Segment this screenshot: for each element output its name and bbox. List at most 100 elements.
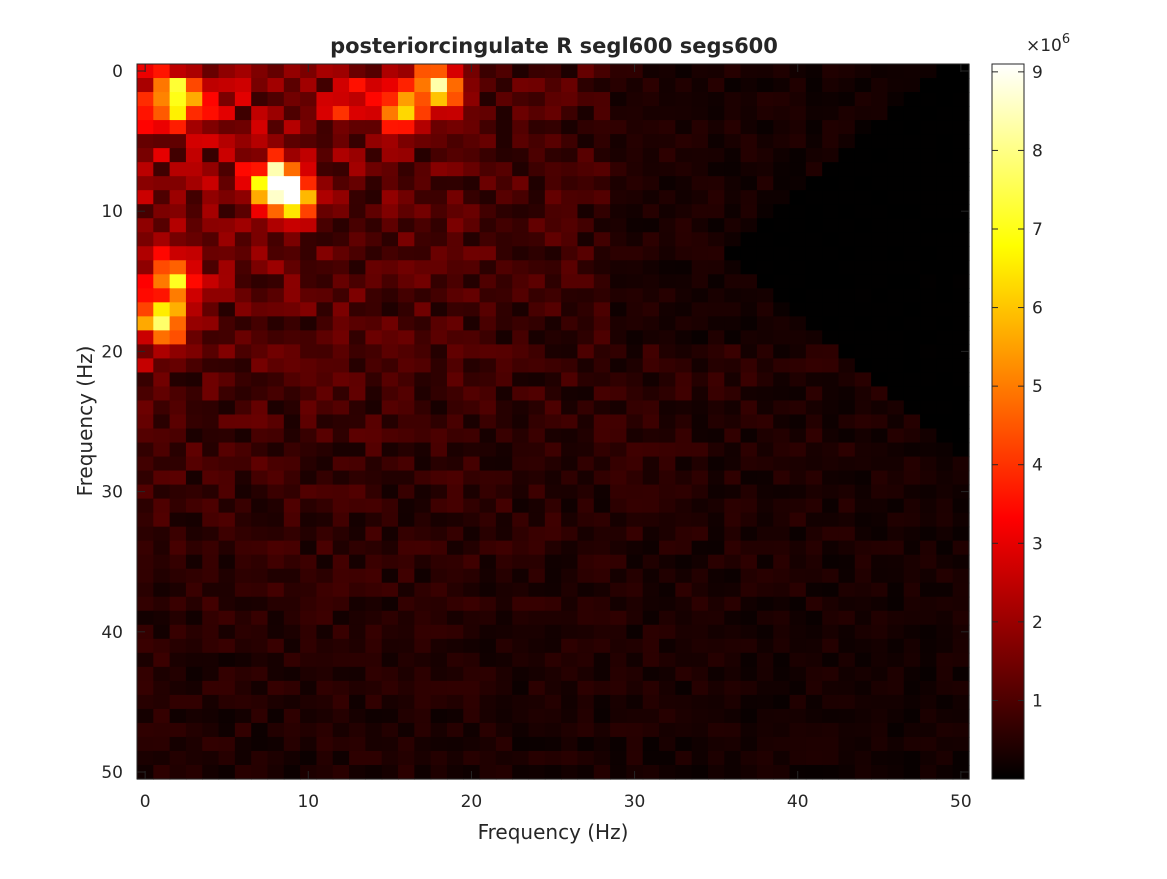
heatmap-cell [593, 652, 611, 668]
heatmap-cell [920, 470, 937, 486]
heatmap-cell [691, 540, 709, 556]
heatmap-cell [365, 456, 383, 472]
heatmap-cell [185, 484, 203, 500]
heatmap-cell [137, 680, 154, 696]
heatmap-cell [430, 120, 448, 135]
heatmap-cell [430, 708, 448, 724]
heatmap-cell [838, 596, 856, 612]
heatmap-cell [871, 344, 889, 360]
heatmap-cell [316, 652, 334, 668]
heatmap-cell [691, 498, 709, 514]
heatmap-cell [267, 526, 285, 542]
heatmap-cell [332, 386, 350, 402]
heatmap-cell [381, 638, 399, 654]
heatmap-cell [903, 64, 921, 79]
heatmap-cell [414, 428, 432, 444]
heatmap-cell [838, 568, 856, 584]
heatmap-cell [251, 554, 269, 570]
heatmap-cell [691, 358, 709, 374]
heatmap-cell [398, 554, 415, 570]
heatmap-cell [675, 708, 693, 724]
heatmap-cell [659, 92, 676, 107]
heatmap-cell [593, 246, 611, 261]
heatmap-cell [920, 64, 937, 79]
heatmap-cell [153, 260, 171, 275]
heatmap-cell [251, 386, 269, 402]
heatmap-cell [365, 596, 383, 612]
heatmap-cell [300, 498, 318, 514]
heatmap-cell [659, 470, 676, 486]
heatmap-cell [137, 176, 154, 191]
heatmap-cell [740, 498, 758, 514]
heatmap-cell [414, 456, 432, 472]
heatmap-cell [740, 218, 758, 233]
heatmap-cell [756, 344, 774, 360]
heatmap-cell [903, 78, 921, 93]
heatmap-cell [854, 666, 872, 682]
heatmap-cell [283, 624, 301, 640]
heatmap-cell [137, 78, 154, 93]
heatmap-cell [773, 288, 791, 303]
heatmap-cell [659, 372, 676, 388]
heatmap-cell [349, 64, 366, 79]
chart-title: posteriorcingulate R segl600 segs600 [330, 34, 778, 58]
heatmap-cell [137, 246, 154, 261]
heatmap-cell [398, 148, 415, 163]
heatmap-cell [463, 190, 481, 205]
heatmap-cell [871, 316, 889, 331]
heatmap-cell [169, 666, 187, 682]
heatmap-cell [267, 162, 285, 177]
heatmap-cell [218, 596, 236, 612]
heatmap-cell [887, 204, 905, 219]
heatmap-cell [887, 708, 905, 724]
heatmap-cell [642, 722, 660, 738]
heatmap-cell [610, 106, 628, 121]
heatmap-cell [430, 470, 448, 486]
heatmap-cell [185, 288, 203, 303]
heatmap-cell [593, 498, 611, 514]
heatmap-cell [936, 190, 954, 205]
heatmap-cell [365, 246, 383, 261]
heatmap-cell [512, 414, 530, 430]
heatmap-cell [626, 232, 644, 247]
heatmap-cell [610, 764, 628, 780]
heatmap-cell [887, 470, 905, 486]
heatmap-cell [707, 568, 725, 584]
heatmap-cell [234, 64, 252, 79]
heatmap-cell [626, 302, 644, 317]
heatmap-cell [822, 204, 840, 219]
heatmap-cell [577, 386, 595, 402]
heatmap-cell [234, 638, 252, 654]
heatmap-cell [495, 260, 513, 275]
heatmap-cell [805, 498, 823, 514]
heatmap-cell [610, 400, 628, 416]
heatmap-cell [479, 78, 497, 93]
heatmap-cell [561, 358, 579, 374]
heatmap-cell [838, 274, 856, 289]
heatmap-cell [300, 512, 318, 528]
heatmap-cell [577, 204, 595, 219]
heatmap-cell [724, 134, 742, 149]
heatmap-cell [642, 260, 660, 275]
heatmap-cell [300, 358, 318, 374]
heatmap-cell [430, 722, 448, 738]
heatmap-cell [446, 316, 464, 331]
heatmap-cell [642, 316, 660, 331]
heatmap-cell [430, 330, 448, 345]
heatmap-cell [381, 428, 399, 444]
heatmap-cell [707, 372, 725, 388]
heatmap-cell [724, 722, 742, 738]
heatmap-cell [691, 456, 709, 472]
heatmap-cell [218, 386, 236, 402]
heatmap-cell [267, 722, 285, 738]
heatmap-cell [659, 288, 676, 303]
heatmap-cell [805, 260, 823, 275]
heatmap-cell [659, 540, 676, 556]
heatmap-cell [218, 330, 236, 345]
heatmap-cell [675, 344, 693, 360]
heatmap-cell [446, 386, 464, 402]
heatmap-cell [446, 554, 464, 570]
heatmap-cell [169, 148, 187, 163]
heatmap-cell [920, 344, 937, 360]
heatmap-cell [463, 372, 481, 388]
